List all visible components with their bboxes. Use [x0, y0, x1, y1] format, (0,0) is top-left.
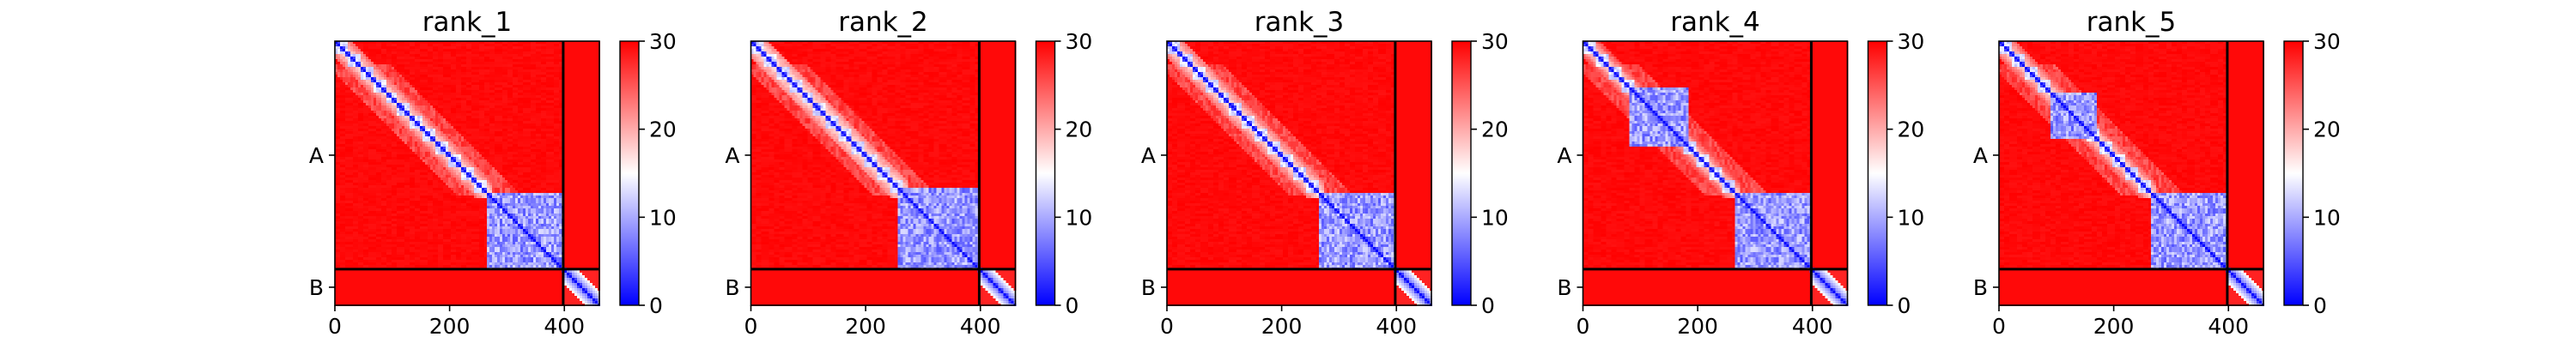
colorbar-tick-label: 20: [649, 117, 677, 142]
colorbar: [1036, 41, 1055, 305]
x-tick-label: 200: [1677, 314, 1718, 339]
colorbar-tick-label: 30: [1066, 29, 1093, 54]
x-tick-label: 0: [328, 314, 342, 339]
heatmap-cells: [751, 41, 1017, 306]
colorbar-tick-label: 0: [2313, 293, 2327, 318]
colorbar: [1868, 41, 1887, 305]
y-tick-label: B: [725, 275, 739, 300]
y-tick-label: A: [1557, 143, 1571, 168]
y-tick-label: B: [1141, 275, 1156, 300]
x-tick-label: 400: [1376, 314, 1417, 339]
y-tick-label: A: [309, 143, 324, 168]
x-tick-label: 200: [429, 314, 471, 339]
x-tick-label: 0: [1992, 314, 2006, 339]
colorbar-tick-label: 0: [1898, 293, 1911, 318]
colorbar-tick-label: 0: [1481, 293, 1495, 318]
colorbar-tick-label: 20: [1066, 117, 1093, 142]
colorbar-tick-label: 30: [1898, 29, 1925, 54]
x-tick-label: 200: [845, 314, 886, 339]
panel-title: rank_5: [2087, 7, 2177, 38]
y-tick-label: A: [725, 143, 739, 168]
colorbar: [620, 41, 639, 305]
colorbar-tick-label: 10: [2313, 205, 2341, 230]
x-tick-label: 400: [544, 314, 585, 339]
heatmap-cells: [1999, 41, 2264, 306]
colorbar-tick-label: 20: [1898, 117, 1925, 142]
x-tick-label: 400: [960, 314, 1001, 339]
x-tick-label: 0: [1577, 314, 1590, 339]
x-tick-label: 400: [1792, 314, 1833, 339]
panel-title: rank_1: [422, 7, 513, 38]
x-tick-label: 0: [744, 314, 758, 339]
colorbar-tick-label: 30: [1481, 29, 1509, 54]
y-tick-label: B: [1973, 275, 1988, 300]
colorbar-tick-label: 10: [1481, 205, 1509, 230]
heatmap-cells: [1167, 41, 1432, 306]
colorbar-tick-label: 10: [649, 205, 677, 230]
heatmap-cells: [335, 41, 600, 306]
y-tick-label: B: [309, 275, 324, 300]
x-tick-label: 400: [2208, 314, 2249, 339]
panel-title: rank_3: [1255, 7, 1345, 38]
colorbar-tick-label: 0: [1066, 293, 1079, 318]
y-tick-label: A: [1141, 143, 1156, 168]
panel-title: rank_2: [838, 7, 928, 38]
colorbar-tick-label: 10: [1066, 205, 1093, 230]
colorbar-tick-label: 20: [1481, 117, 1509, 142]
colorbar-tick-label: 20: [2313, 117, 2341, 142]
x-tick-label: 0: [1160, 314, 1174, 339]
heatmap-cells: [1583, 41, 1849, 306]
panel-title: rank_4: [1670, 7, 1760, 38]
x-tick-label: 200: [1261, 314, 1303, 339]
colorbar-tick-label: 10: [1898, 205, 1925, 230]
y-tick-label: B: [1557, 275, 1571, 300]
colorbar-tick-label: 0: [649, 293, 663, 318]
y-tick-label: A: [1973, 143, 1988, 168]
colorbar: [2284, 41, 2303, 305]
colorbar-tick-label: 30: [649, 29, 677, 54]
colorbar-tick-label: 30: [2313, 29, 2341, 54]
colorbar: [1452, 41, 1471, 305]
x-tick-label: 200: [2093, 314, 2135, 339]
